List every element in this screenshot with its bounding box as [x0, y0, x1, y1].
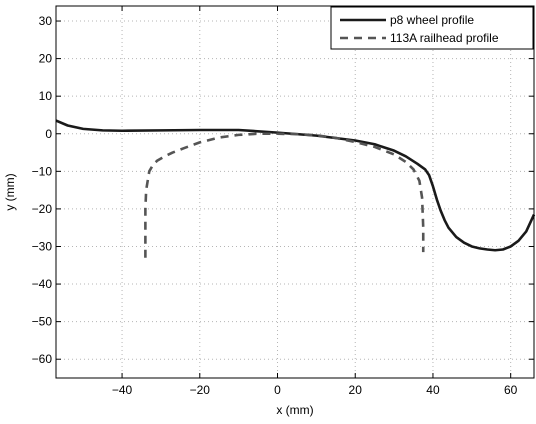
x-tick-label: −20: [190, 383, 211, 397]
x-tick-label: −40: [112, 383, 133, 397]
x-tick-label: 20: [349, 383, 363, 397]
y-tick-label: −20: [32, 202, 53, 216]
y-tick-label: −10: [32, 164, 53, 178]
legend-box: [330, 6, 534, 50]
legend: p8 wheel profile 113A railhead profile: [330, 6, 534, 50]
series-layer: [55, 119, 536, 258]
y-tick-label: 10: [39, 89, 53, 103]
y-tick-label: −40: [32, 277, 53, 291]
y-tick-label: −60: [32, 352, 53, 366]
y-tick-label: 30: [39, 14, 53, 28]
legend-label-p8-wheel: p8 wheel profile: [390, 13, 474, 27]
x-tick-label: 40: [426, 383, 440, 397]
y-tick-label: −50: [32, 315, 53, 329]
legend-label-113a-railhead: 113A railhead profile: [390, 31, 499, 45]
y-tick-labels: −60 −50 −40 −30 −20 −10 0 10 20 30: [32, 14, 53, 366]
y-tick-label: 0: [45, 127, 52, 141]
y-tick-label: 20: [39, 52, 53, 66]
series-113a-railhead-profile-line: [144, 132, 425, 258]
x-axis-label: x (mm): [276, 403, 313, 417]
x-tick-label: 0: [274, 383, 281, 397]
y-tick-label: −30: [32, 239, 53, 253]
x-tick-label: 60: [504, 383, 518, 397]
plot-frame: [55, 5, 535, 379]
x-tick-labels: −40 −20 0 20 40 60: [112, 383, 518, 397]
y-axis-label: y (mm): [3, 173, 17, 210]
plot-area: [56, 6, 534, 378]
series-p8-wheel-profile-line: [55, 119, 536, 252]
